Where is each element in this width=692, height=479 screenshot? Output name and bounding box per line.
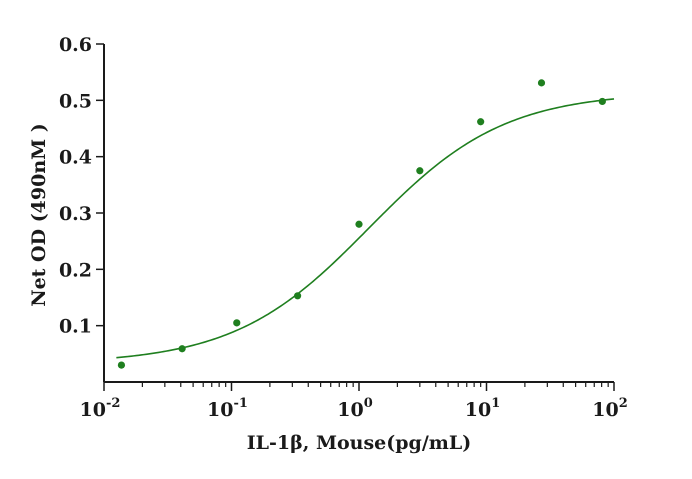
x-tick-base: 10 (80, 399, 106, 421)
axes: 0.10.20.30.40.50.610-2 10-1 100 101 102 (59, 34, 628, 421)
data-point (355, 220, 363, 228)
x-tick-base: 10 (465, 399, 491, 421)
x-tick-base: 10 (337, 399, 363, 421)
fit-curve (116, 98, 615, 359)
data-point (598, 97, 606, 106)
x-tick-exponent: 0 (364, 396, 373, 411)
data-point (477, 118, 485, 126)
x-tick-exponent: 1 (491, 396, 500, 411)
data-point (178, 345, 186, 353)
x-tick-label: 10-1 (207, 396, 248, 421)
fit-curve-layer (116, 98, 615, 359)
data-points (117, 79, 606, 369)
x-tick-exponent: -2 (106, 396, 120, 411)
x-tick-base: 10 (207, 399, 233, 421)
x-axis-title: IL-1β, Mouse(pg/mL) (247, 432, 471, 454)
y-tick-label: 0.5 (59, 90, 92, 112)
data-point (117, 361, 126, 369)
data-point (416, 167, 424, 175)
data-point (537, 79, 546, 87)
y-axis-title: Net OD (490nM ) (28, 123, 50, 307)
x-tick-label: 102 (592, 396, 628, 421)
x-tick-label: 101 (465, 396, 501, 421)
x-tick-base: 10 (592, 399, 618, 421)
x-tick-exponent: -1 (234, 396, 248, 411)
y-tick-label: 0.2 (59, 259, 92, 281)
x-tick-label: 10-2 (80, 396, 121, 421)
y-tick-label: 0.3 (59, 203, 92, 225)
y-tick-label: 0.6 (59, 34, 92, 56)
data-point (294, 292, 302, 300)
data-point (233, 319, 241, 327)
y-tick-label: 0.4 (59, 147, 92, 169)
y-tick-label: 0.1 (59, 316, 92, 338)
x-tick-exponent: 2 (619, 396, 628, 411)
x-tick-label: 100 (337, 396, 373, 421)
